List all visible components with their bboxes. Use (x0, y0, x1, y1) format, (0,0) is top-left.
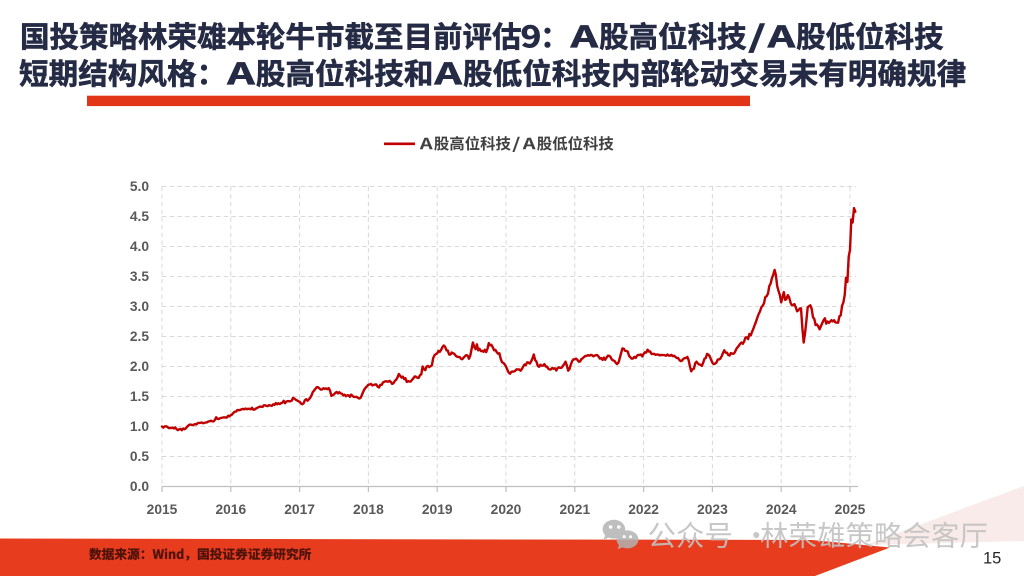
svg-text:2022: 2022 (628, 502, 659, 517)
svg-text:2023: 2023 (697, 502, 728, 517)
svg-text:3.5: 3.5 (130, 269, 150, 284)
svg-text:0.0: 0.0 (130, 479, 150, 494)
svg-text:4.0: 4.0 (130, 239, 150, 254)
svg-text:2017: 2017 (284, 502, 315, 517)
svg-text:15: 15 (983, 550, 1001, 568)
svg-text:2.0: 2.0 (130, 359, 150, 374)
svg-text:2015: 2015 (147, 502, 178, 517)
svg-text:2.5: 2.5 (130, 329, 150, 344)
svg-text:2024: 2024 (766, 502, 797, 517)
svg-text:5.0: 5.0 (130, 179, 150, 194)
svg-text:0.5: 0.5 (130, 449, 150, 464)
svg-text:2018: 2018 (353, 502, 384, 517)
svg-text:2020: 2020 (491, 502, 522, 517)
svg-text:2021: 2021 (559, 502, 590, 517)
svg-text:1.5: 1.5 (130, 389, 150, 404)
svg-text:1.0: 1.0 (130, 419, 150, 434)
svg-text:2025: 2025 (835, 502, 866, 517)
svg-text:2019: 2019 (422, 502, 453, 517)
svg-text:2016: 2016 (215, 502, 246, 517)
svg-text:4.5: 4.5 (130, 209, 150, 224)
svg-text:3.0: 3.0 (130, 299, 150, 314)
